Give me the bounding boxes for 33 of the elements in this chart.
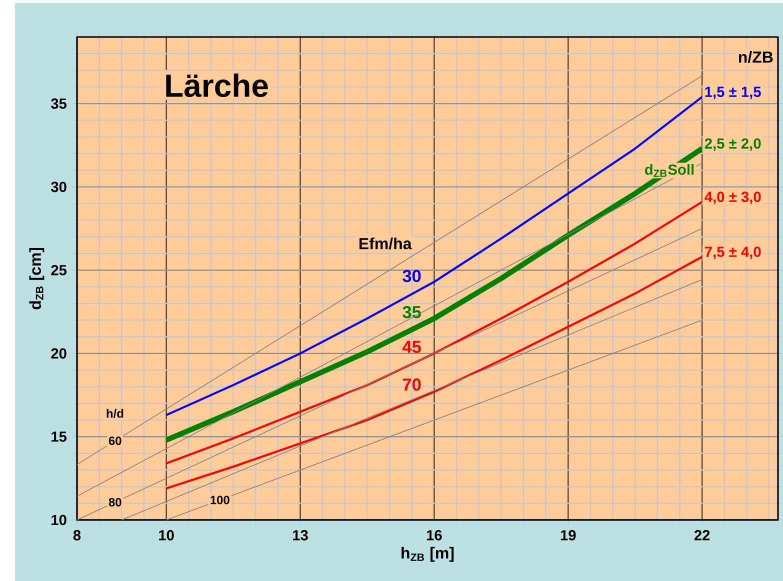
annotation: h/d xyxy=(106,408,124,418)
y-tick-label: 25 xyxy=(51,264,67,276)
annotation: d$_{ZB}$Soll xyxy=(645,164,694,177)
x-tick-label: 8 xyxy=(73,530,81,540)
line-series xyxy=(165,96,704,416)
text: Lärche xyxy=(166,74,268,98)
y-tick-label: 20 xyxy=(51,348,66,359)
series-label: 60 xyxy=(108,436,122,446)
annotation: Efm/ha xyxy=(359,238,412,250)
annotation: 7,5 ± 4,0 xyxy=(704,246,761,260)
annotation: 1,5 ± 1,5 xyxy=(705,86,761,100)
x-tick-label: 10 xyxy=(159,530,174,540)
y-tick-label: 10 xyxy=(52,514,66,526)
series-label: 100 xyxy=(210,496,230,504)
series-label: 45 xyxy=(402,340,421,353)
y-tick-label: 15 xyxy=(52,432,67,442)
series-label: 70 xyxy=(402,378,421,391)
y-axis-title: d$_{ZB}$ [cm] xyxy=(29,248,44,310)
y-tick-label: 30 xyxy=(50,182,66,192)
x-tick-label: 19 xyxy=(560,530,576,540)
x-tick-label: 22 xyxy=(694,530,710,540)
x-tick-label: 13 xyxy=(293,530,308,540)
series-label: 35 xyxy=(402,306,421,318)
y-tick-label: 35 xyxy=(50,98,67,109)
annotation: 4,0 ± 3,0 xyxy=(704,192,761,204)
series-label: 30 xyxy=(402,270,421,282)
line-series xyxy=(165,256,704,490)
x-axis-title: h$_{ZB}$ [m] xyxy=(402,546,454,562)
annotation: 2,5 ± 2,0 xyxy=(704,138,761,151)
annotation: n/ZB xyxy=(738,51,773,63)
line-series xyxy=(165,200,704,464)
series-label: 80 xyxy=(108,498,122,506)
x-tick-label: 16 xyxy=(426,530,442,540)
